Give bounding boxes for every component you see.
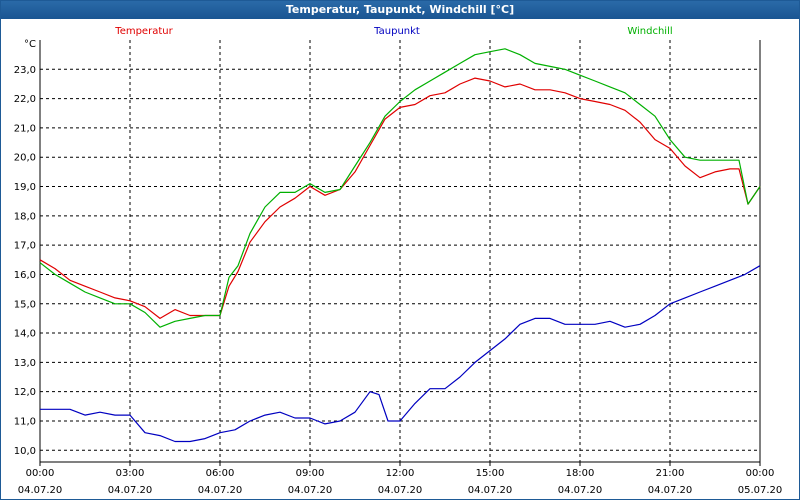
chart-title: Temperatur, Taupunkt, Windchill [°C] [1, 1, 799, 19]
y-tick-label: 20,0 [14, 153, 36, 164]
x-tick-time: 09:00 [296, 468, 325, 479]
x-tick-time: 06:00 [206, 468, 235, 479]
x-tick-date: 04.07.20 [468, 485, 513, 496]
y-tick-label: 16,0 [14, 270, 36, 281]
y-axis-unit-label: °C [24, 39, 36, 50]
x-tick-date: 04.07.20 [558, 485, 603, 496]
x-tick-date: 04.07.20 [198, 485, 243, 496]
y-tick-label: 13,0 [14, 358, 36, 369]
axes [39, 40, 761, 463]
series-line-temperatur [39, 77, 761, 319]
series-lines [39, 48, 761, 443]
x-tick-date: 04.07.20 [378, 485, 423, 496]
y-tick-label: 11,0 [14, 416, 36, 427]
x-tick-time: 18:00 [566, 468, 595, 479]
x-tick-labels: 00:00 04.07.20 03:00 04.07.20 06:00 04.07.20 0… [18, 468, 783, 496]
legend-entry: Taupunkt [373, 26, 420, 37]
x-tick-date: 04.07.20 [108, 485, 153, 496]
x-tick-time: 12:00 [386, 468, 415, 479]
x-tick-time: 00:00 [26, 468, 55, 479]
y-tick-label: 12,0 [14, 387, 36, 398]
grid [39, 40, 761, 466]
legend-entry: Temperatur [114, 26, 173, 37]
x-tick-date: 04.07.20 [18, 485, 63, 496]
y-tick-label: 22,0 [14, 94, 36, 105]
x-tick-time: 03:00 [116, 468, 145, 479]
y-tick-label: 10,0 [14, 446, 36, 457]
y-tick-label: 18,0 [14, 211, 36, 222]
y-tick-label: 21,0 [14, 123, 36, 134]
legend: Temperatur Taupunkt Windchill [114, 26, 672, 37]
series-line-taupunkt [40, 265, 761, 443]
y-tick-label: 19,0 [14, 182, 36, 193]
x-tick-date: 04.07.20 [288, 485, 333, 496]
x-tick-date: 04.07.20 [648, 485, 693, 496]
series-line-windchill [39, 48, 761, 328]
y-tick-label: 23,0 [14, 65, 36, 76]
y-tick-label: 15,0 [14, 299, 36, 310]
y-tick-label: 14,0 [14, 329, 36, 340]
legend-entry: Windchill [627, 26, 672, 37]
x-tick-time: 21:00 [656, 468, 685, 479]
x-tick-date: 05.07.20 [738, 485, 783, 496]
y-tick-label: 17,0 [14, 241, 36, 252]
x-tick-time: 15:00 [476, 468, 505, 479]
x-tick-time: 00:00 [746, 468, 775, 479]
y-tick-labels: 10,0 11,0 12,0 13,0 14,0 15,0 16,0 17,0 18,0 19,0… [14, 65, 36, 457]
